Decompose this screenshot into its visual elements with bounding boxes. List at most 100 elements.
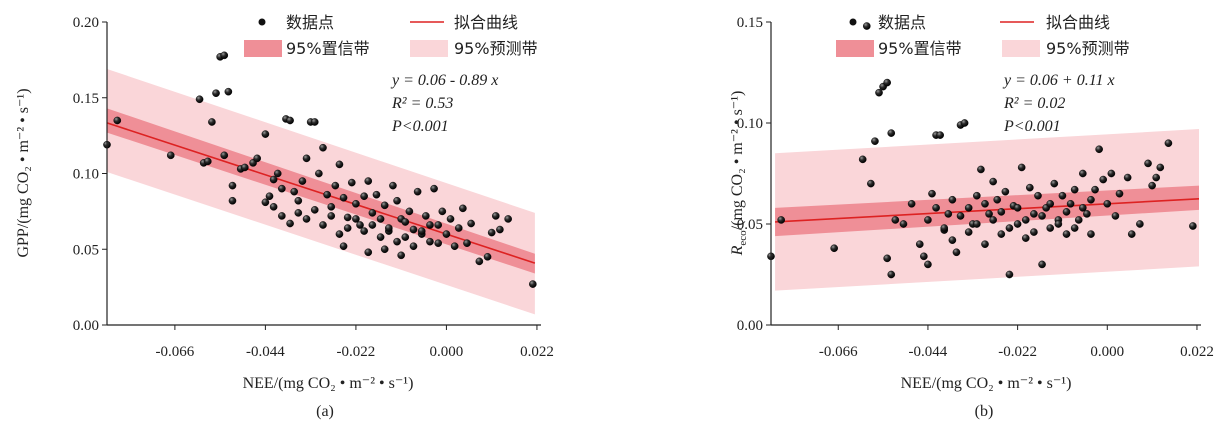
data-point bbox=[1091, 185, 1099, 194]
panel-a-xlabel: NEE/(mg CO₂ • m⁻² • s⁻¹) bbox=[243, 375, 414, 392]
data-point bbox=[417, 227, 426, 235]
data-point bbox=[871, 137, 879, 145]
data-point bbox=[1107, 169, 1116, 178]
data-point bbox=[434, 239, 443, 247]
legend-a-pi-swatch bbox=[410, 40, 448, 57]
data-point bbox=[467, 219, 475, 228]
data-point bbox=[409, 225, 418, 234]
data-point bbox=[932, 204, 940, 212]
data-point bbox=[899, 220, 908, 228]
data-point bbox=[1038, 212, 1046, 220]
panel-b-p: P<0.001 bbox=[1003, 118, 1061, 135]
data-point bbox=[1026, 183, 1034, 192]
data-point bbox=[1013, 220, 1022, 228]
data-point bbox=[278, 184, 286, 193]
data-point bbox=[915, 240, 924, 248]
data-point bbox=[195, 95, 204, 104]
data-point bbox=[1066, 199, 1075, 208]
panel-b-equation: y = 0.06 + 0.11 x bbox=[1002, 72, 1115, 89]
data-point bbox=[862, 22, 871, 30]
data-point bbox=[368, 221, 377, 229]
data-point bbox=[1103, 199, 1112, 208]
data-point bbox=[368, 209, 377, 217]
panel-b-r2: R² = 0.02 bbox=[1003, 95, 1065, 112]
y-tick-label: 0.05 bbox=[73, 242, 99, 258]
data-point bbox=[997, 230, 1006, 238]
data-point bbox=[1050, 179, 1059, 188]
panel-b-xlabel: NEE/(mg CO₂ • m⁻² • s⁻¹) bbox=[901, 375, 1072, 392]
data-point bbox=[241, 163, 249, 172]
data-point bbox=[380, 245, 389, 254]
data-point bbox=[1046, 224, 1055, 232]
panel-a: -0.066 -0.044 -0.022 0.000 0.022 0.00 0.05 0.10… bbox=[15, 13, 554, 420]
panel-a-ylabel: GPP/(mg CO₂ • m⁻² • s⁻¹) bbox=[15, 88, 32, 257]
data-point bbox=[944, 210, 953, 218]
data-point bbox=[1017, 163, 1026, 172]
data-point bbox=[1062, 208, 1071, 216]
data-point bbox=[891, 216, 900, 224]
panel-a-r2: R² = 0.53 bbox=[391, 95, 453, 112]
data-point bbox=[269, 175, 278, 184]
data-point bbox=[265, 192, 274, 201]
data-point bbox=[352, 215, 360, 223]
data-point bbox=[409, 242, 418, 251]
panel-a-label: (a) bbox=[316, 403, 334, 420]
data-point bbox=[401, 218, 410, 226]
data-point bbox=[323, 190, 331, 199]
data-point bbox=[327, 203, 336, 211]
svg-text:Reco/(mg CO₂ • m⁻² • s⁻¹): Reco/(mg CO₂ • m⁻² • s⁻¹) bbox=[729, 91, 749, 257]
confidence-band bbox=[107, 108, 535, 274]
data-point bbox=[434, 221, 443, 229]
data-point bbox=[294, 209, 303, 217]
data-point bbox=[413, 187, 422, 196]
data-point bbox=[936, 131, 944, 139]
data-point bbox=[920, 252, 928, 261]
data-point bbox=[1021, 234, 1030, 242]
data-point bbox=[331, 181, 340, 190]
data-point bbox=[269, 203, 278, 211]
data-point bbox=[360, 192, 368, 201]
data-point bbox=[948, 195, 957, 204]
data-point bbox=[1013, 204, 1022, 212]
data-point bbox=[940, 224, 949, 232]
data-point bbox=[529, 280, 537, 288]
x-tick-label: -0.066 bbox=[156, 344, 195, 360]
data-point bbox=[208, 118, 216, 126]
data-point bbox=[1111, 212, 1120, 220]
data-point bbox=[1083, 210, 1091, 218]
data-point bbox=[883, 254, 891, 263]
data-point bbox=[339, 193, 348, 202]
data-point bbox=[401, 233, 410, 241]
data-point bbox=[228, 181, 237, 190]
x-tick-label: -0.044 bbox=[909, 344, 948, 360]
x-tick-label: 0.022 bbox=[520, 344, 554, 360]
x-tick-label: 0.000 bbox=[1090, 344, 1124, 360]
data-point bbox=[1070, 224, 1079, 232]
data-point bbox=[924, 260, 932, 269]
y-tick-label: 0.00 bbox=[73, 318, 99, 334]
data-point bbox=[981, 199, 989, 208]
data-point bbox=[360, 227, 368, 235]
y-tick-label: 0.10 bbox=[73, 167, 99, 183]
data-point bbox=[315, 169, 323, 178]
data-point bbox=[973, 191, 981, 200]
panel-a-annotation: y = 0.06 - 0.89 x R² = 0.53 P<0.001 bbox=[390, 72, 498, 135]
data-point bbox=[1087, 195, 1095, 204]
data-point bbox=[1144, 159, 1152, 168]
fit-line bbox=[106, 122, 536, 264]
legend-a-line: 拟合曲线 bbox=[454, 13, 518, 32]
y-tick-label: 0.05 bbox=[737, 217, 763, 233]
data-point bbox=[1038, 260, 1046, 269]
data-point bbox=[203, 157, 212, 166]
data-point bbox=[319, 221, 327, 229]
data-point bbox=[212, 89, 220, 98]
data-point bbox=[977, 165, 985, 174]
data-point bbox=[405, 207, 414, 216]
panel-a-legend: 数据点 拟合曲线 95%置信带 95%预测带 bbox=[244, 13, 538, 58]
legend-a-ci-swatch bbox=[244, 40, 282, 57]
data-point bbox=[1079, 169, 1087, 178]
data-point bbox=[335, 230, 344, 238]
data-point bbox=[1095, 145, 1103, 154]
data-point bbox=[1070, 185, 1079, 194]
panel-b-legend: 数据点 拟合曲线 95%置信带 95%预测带 bbox=[836, 13, 1130, 58]
